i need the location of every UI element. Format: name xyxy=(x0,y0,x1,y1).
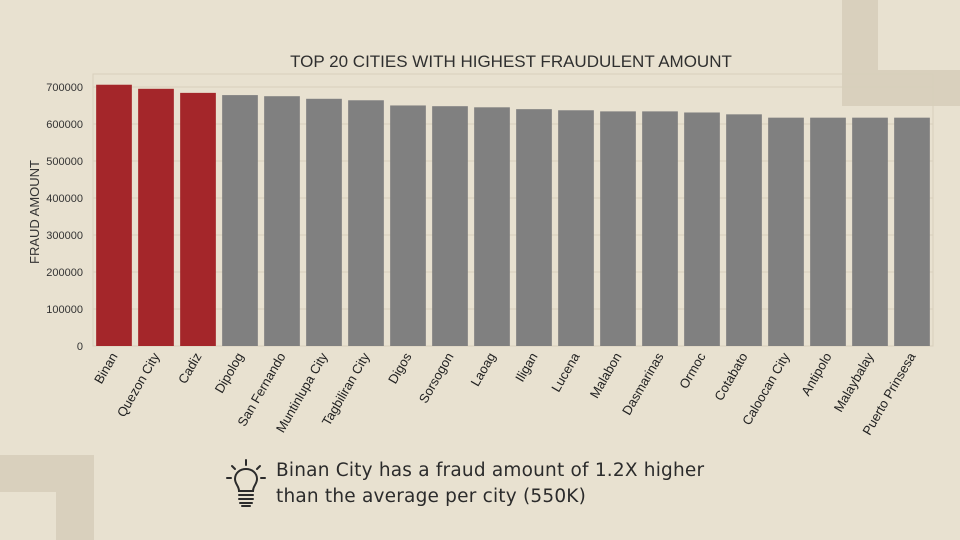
corner-decoration-top-right-inner xyxy=(878,0,960,70)
plot-area-frame xyxy=(92,73,934,347)
insight-text: Binan City has a fraud amount of 1.2X hi… xyxy=(276,458,704,510)
bar-binan xyxy=(96,84,132,347)
x-tick-label: Quezon City xyxy=(114,350,163,420)
y-tick-label: 100000 xyxy=(46,304,83,316)
bar-dasmarinas xyxy=(642,111,678,347)
insight-line-1: Binan City has a fraud amount of 1.2X hi… xyxy=(276,460,705,481)
bar-puerto-prinsesa xyxy=(894,117,930,346)
x-tick-label: Cotabato xyxy=(711,350,750,403)
bar-dipolog xyxy=(222,95,258,347)
y-tick-label: 700000 xyxy=(46,82,83,94)
bar-cadiz xyxy=(180,92,216,346)
bar-tagbiliran-city xyxy=(348,100,384,346)
insight-line-2: than the average per city (550K) xyxy=(276,486,587,507)
bar-lucena xyxy=(558,110,594,347)
x-tick-label: Sorsogon xyxy=(416,350,457,406)
x-tick-label: Lucena xyxy=(548,349,583,394)
x-tick-label: Digos xyxy=(385,350,415,387)
chart-title: TOP 20 CITIES WITH HIGHEST FRAUDULENT AM… xyxy=(290,52,732,71)
bar-ormoc xyxy=(684,112,720,346)
x-tick-label: Laoag xyxy=(468,350,499,389)
bar-sorsogon xyxy=(432,106,468,346)
x-tick-label: Dasmarinas xyxy=(619,350,667,418)
x-tick-label: Malabon xyxy=(587,350,625,401)
bar-antipolo xyxy=(810,117,846,346)
lightbulb-icon xyxy=(226,459,266,507)
y-tick-label: 300000 xyxy=(46,230,83,242)
y-tick-label: 500000 xyxy=(46,156,83,168)
bar-laoag xyxy=(474,107,510,346)
corner-decoration-bottom-left-inner xyxy=(0,492,56,540)
insight-callout: Binan City has a fraud amount of 1.2X hi… xyxy=(226,458,866,512)
x-tick-label: Ormoc xyxy=(676,350,709,392)
x-tick-label: Antipolo xyxy=(798,350,834,398)
bar-san-fernando xyxy=(264,96,300,347)
bar-caloocan-city xyxy=(768,117,804,346)
x-tick-label: Malaybalay xyxy=(831,350,877,415)
grid-lines xyxy=(92,73,934,347)
x-tick-label: Iligan xyxy=(512,350,541,384)
x-tick-label: Dipolog xyxy=(212,350,247,396)
bar-digos xyxy=(390,105,426,346)
bar-quezon-city xyxy=(138,88,174,346)
y-axis-label: FRAUD AMOUNT xyxy=(27,160,42,264)
y-tick-label: 600000 xyxy=(46,119,83,131)
y-tick-label: 400000 xyxy=(46,193,83,205)
y-axis-ticks: 0 100000 200000 300000 400000 500000 600000 700… xyxy=(46,82,83,353)
y-tick-label: 0 xyxy=(77,341,83,353)
y-tick-label: 200000 xyxy=(46,267,83,279)
bar-iligan xyxy=(516,109,552,346)
x-tick-label: Cadiz xyxy=(175,350,205,386)
bar-muntinlupa-city xyxy=(306,98,342,346)
bar-cotabato xyxy=(726,114,762,346)
bar-malaybalay xyxy=(852,117,888,346)
x-tick-label: Binan xyxy=(91,350,121,386)
bars xyxy=(96,84,930,347)
bar-malabon xyxy=(600,111,636,347)
